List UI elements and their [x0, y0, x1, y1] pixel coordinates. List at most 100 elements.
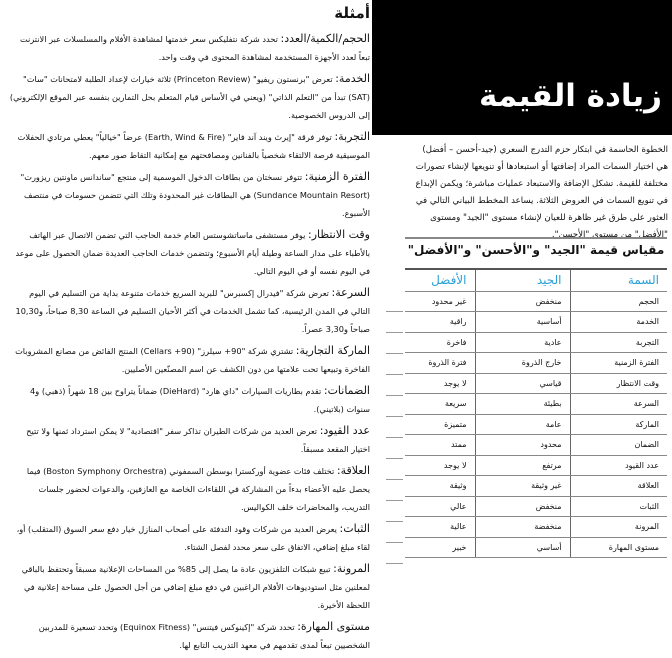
table-cell: متميزة — [405, 414, 475, 435]
table-cell: منخفض — [474, 291, 571, 312]
table-cell: راقية — [405, 311, 475, 333]
table-cell: فترة الذروة — [405, 352, 475, 374]
row-rule — [386, 563, 403, 564]
table-cell: أساسية — [474, 311, 571, 333]
example-text: تعرض "برنستون ريفيو" (Princeton Review) … — [9, 74, 370, 120]
table-cell: المرونة — [570, 516, 667, 538]
example-item: التجربة: توفر فرقة "إيرث ويند آند فاير" … — [8, 128, 370, 164]
example-term: الضمانات: — [323, 384, 370, 397]
table-row: الماركة عامة متميزة — [405, 414, 667, 435]
example-text: يعرض العديد من شركات وقود التدفئة على أص… — [16, 524, 370, 552]
row-rule — [386, 332, 403, 333]
table-cell: التجربة — [570, 332, 667, 353]
example-text: يوفر مستشفى ماساتشوستس العام خدمة الحاجب… — [15, 230, 370, 276]
value-scale-table: السمة الجيد الأفضل الحجم منخفض غير محدود ال… — [405, 268, 667, 558]
example-item: العلاقة: تختلف فئات عضوية أوركسترا بوسطن… — [8, 462, 370, 516]
table-row: وقت الانتظار قياسي لا يوجد — [405, 373, 667, 394]
example-text: تقدم بطاريات السيارات "داي هارد" (DieHar… — [30, 386, 370, 414]
table-row: التجربة عادية فاخرة — [405, 332, 667, 353]
table-cell: منخفضة — [474, 516, 571, 538]
example-text: تبيع شبكات التلفزيون عادة ما يصل إلى 85%… — [21, 564, 370, 610]
table-row: الضمان محدود ممتد — [405, 434, 667, 456]
row-rule — [386, 374, 403, 375]
table-cell: مرتفع — [474, 455, 571, 476]
table-cell: مستوى المهارة — [570, 537, 667, 558]
column-header-good: الجيد — [474, 268, 571, 292]
table-cell: الثبات — [570, 496, 667, 517]
example-term: مستوى المهارة: — [297, 620, 370, 633]
example-text: تشتري شركة "90+ سيلرز" (Cellars +90) الم… — [15, 346, 370, 374]
table-row: الفترة الزمنية خارج الذروة فترة الذروة — [405, 352, 667, 374]
table-cell: محدود — [474, 434, 571, 456]
example-text: تتوفر نسختان من بطاقات الدخول الموسمية إ… — [20, 172, 370, 218]
examples-title: أمثلة — [334, 4, 370, 22]
table-cell: الماركة — [570, 414, 667, 435]
table-row: الخدمة أساسية راقية — [405, 311, 667, 333]
row-rule — [386, 353, 403, 354]
table-row: عدد القيود مرتفع لا يوجد — [405, 455, 667, 476]
example-term: الثبات: — [339, 522, 370, 535]
table-cell: لا يوجد — [405, 455, 475, 476]
example-item: الضمانات: تقدم بطاريات السيارات "داي هار… — [8, 382, 370, 418]
row-rule — [386, 500, 403, 501]
example-item: الفترة الزمنية: تتوفر نسختان من بطاقات ا… — [8, 168, 370, 222]
example-item: مستوى المهارة: تحدد شركة "إكينوكس فيتنس"… — [8, 618, 370, 654]
table-cell: غير محدود — [405, 291, 475, 312]
example-item: الحجم/الكمية/العدد: تحدد شركة نتفليكس سع… — [8, 30, 370, 66]
table-cell: غير وثيقة — [474, 475, 571, 497]
table-row: العلاقة غير وثيقة وثيقة — [405, 475, 667, 497]
example-item: الثبات: يعرض العديد من شركات وقود التدفئ… — [8, 520, 370, 556]
example-item: وقت الانتظار: يوفر مستشفى ماساتشوستس الع… — [8, 226, 370, 280]
example-term: التجربة: — [334, 130, 370, 143]
row-rule — [386, 395, 403, 396]
table-cell: عالية — [405, 516, 475, 538]
table-cell: الفترة الزمنية — [570, 352, 667, 374]
page-title: زيادة القيمة — [479, 78, 662, 114]
example-text: تعرض العديد من شركات الطيران تذاكر سفر "… — [26, 426, 370, 454]
table-row: السرعة بطيئة سريعة — [405, 393, 667, 415]
table-cell: السرعة — [570, 393, 667, 415]
table-caption: مقياس قيمة "الجيد" و"الأحسن" و"الأفضل" — [407, 243, 665, 257]
example-item: السرعة: تعرض شركة "فيدرال إكسبرس" للبريد… — [8, 284, 370, 338]
example-item: المرونة: تبيع شبكات التلفزيون عادة ما يص… — [8, 560, 370, 614]
table-cell: ممتد — [405, 434, 475, 456]
table-cell: قياسي — [474, 373, 571, 394]
column-header-attribute: السمة — [570, 268, 667, 292]
example-text: تعرض شركة "فيدرال إكسبرس" للبريد السريع … — [15, 288, 370, 334]
table-cell: عادية — [474, 332, 571, 353]
table-cell: منخفض — [474, 496, 571, 517]
divider — [405, 237, 667, 239]
table-row: الثبات منخفض عالي — [405, 496, 667, 517]
example-term: الحجم/الكمية/العدد: — [280, 32, 371, 45]
table-row: مستوى المهارة أساسي خبير — [405, 537, 667, 558]
example-text: توفر فرقة "إيرث ويند آند فاير" (Earth, W… — [17, 132, 370, 160]
example-item: عدد القيود: تعرض العديد من شركات الطيران… — [8, 422, 370, 458]
table-cell: وثيقة — [405, 475, 475, 497]
row-rule — [386, 437, 403, 438]
row-rule — [386, 311, 403, 312]
table-cell: عامة — [474, 414, 571, 435]
table-cell: وقت الانتظار — [570, 373, 667, 394]
table-cell: العلاقة — [570, 475, 667, 497]
example-text: تختلف فئات عضوية أوركسترا بوسطن السمفوني… — [26, 466, 370, 512]
table-cell: أساسي — [474, 537, 571, 558]
example-item: الماركة التجارية: تشتري شركة "90+ سيلرز"… — [8, 342, 370, 378]
table-cell: لا يوجد — [405, 373, 475, 394]
example-term: وقت الانتظار: — [308, 228, 370, 241]
row-rule — [386, 479, 403, 480]
example-text: تحدد شركة نتفليكس سعر خدمتها لمشاهدة الأ… — [19, 34, 370, 62]
row-rule — [386, 458, 403, 459]
table-cell: عالي — [405, 496, 475, 517]
table-row: الحجم منخفض غير محدود — [405, 291, 667, 312]
table-cell: بطيئة — [474, 393, 571, 415]
table-cell: الحجم — [570, 291, 667, 312]
table-cell: سريعة — [405, 393, 475, 415]
example-term: الماركة التجارية: — [295, 344, 370, 357]
example-term: الخدمة: — [335, 72, 370, 85]
intro-paragraph: الخطوة الحاسمة في ابتكار حزم التدرج السع… — [415, 145, 669, 240]
table-cell: خبير — [405, 537, 475, 558]
table-row: المرونة منخفضة عالية — [405, 516, 667, 538]
table-cell: الخدمة — [570, 311, 667, 333]
column-header-best: الأفضل — [405, 268, 475, 292]
example-term: العلاقة: — [336, 464, 370, 477]
